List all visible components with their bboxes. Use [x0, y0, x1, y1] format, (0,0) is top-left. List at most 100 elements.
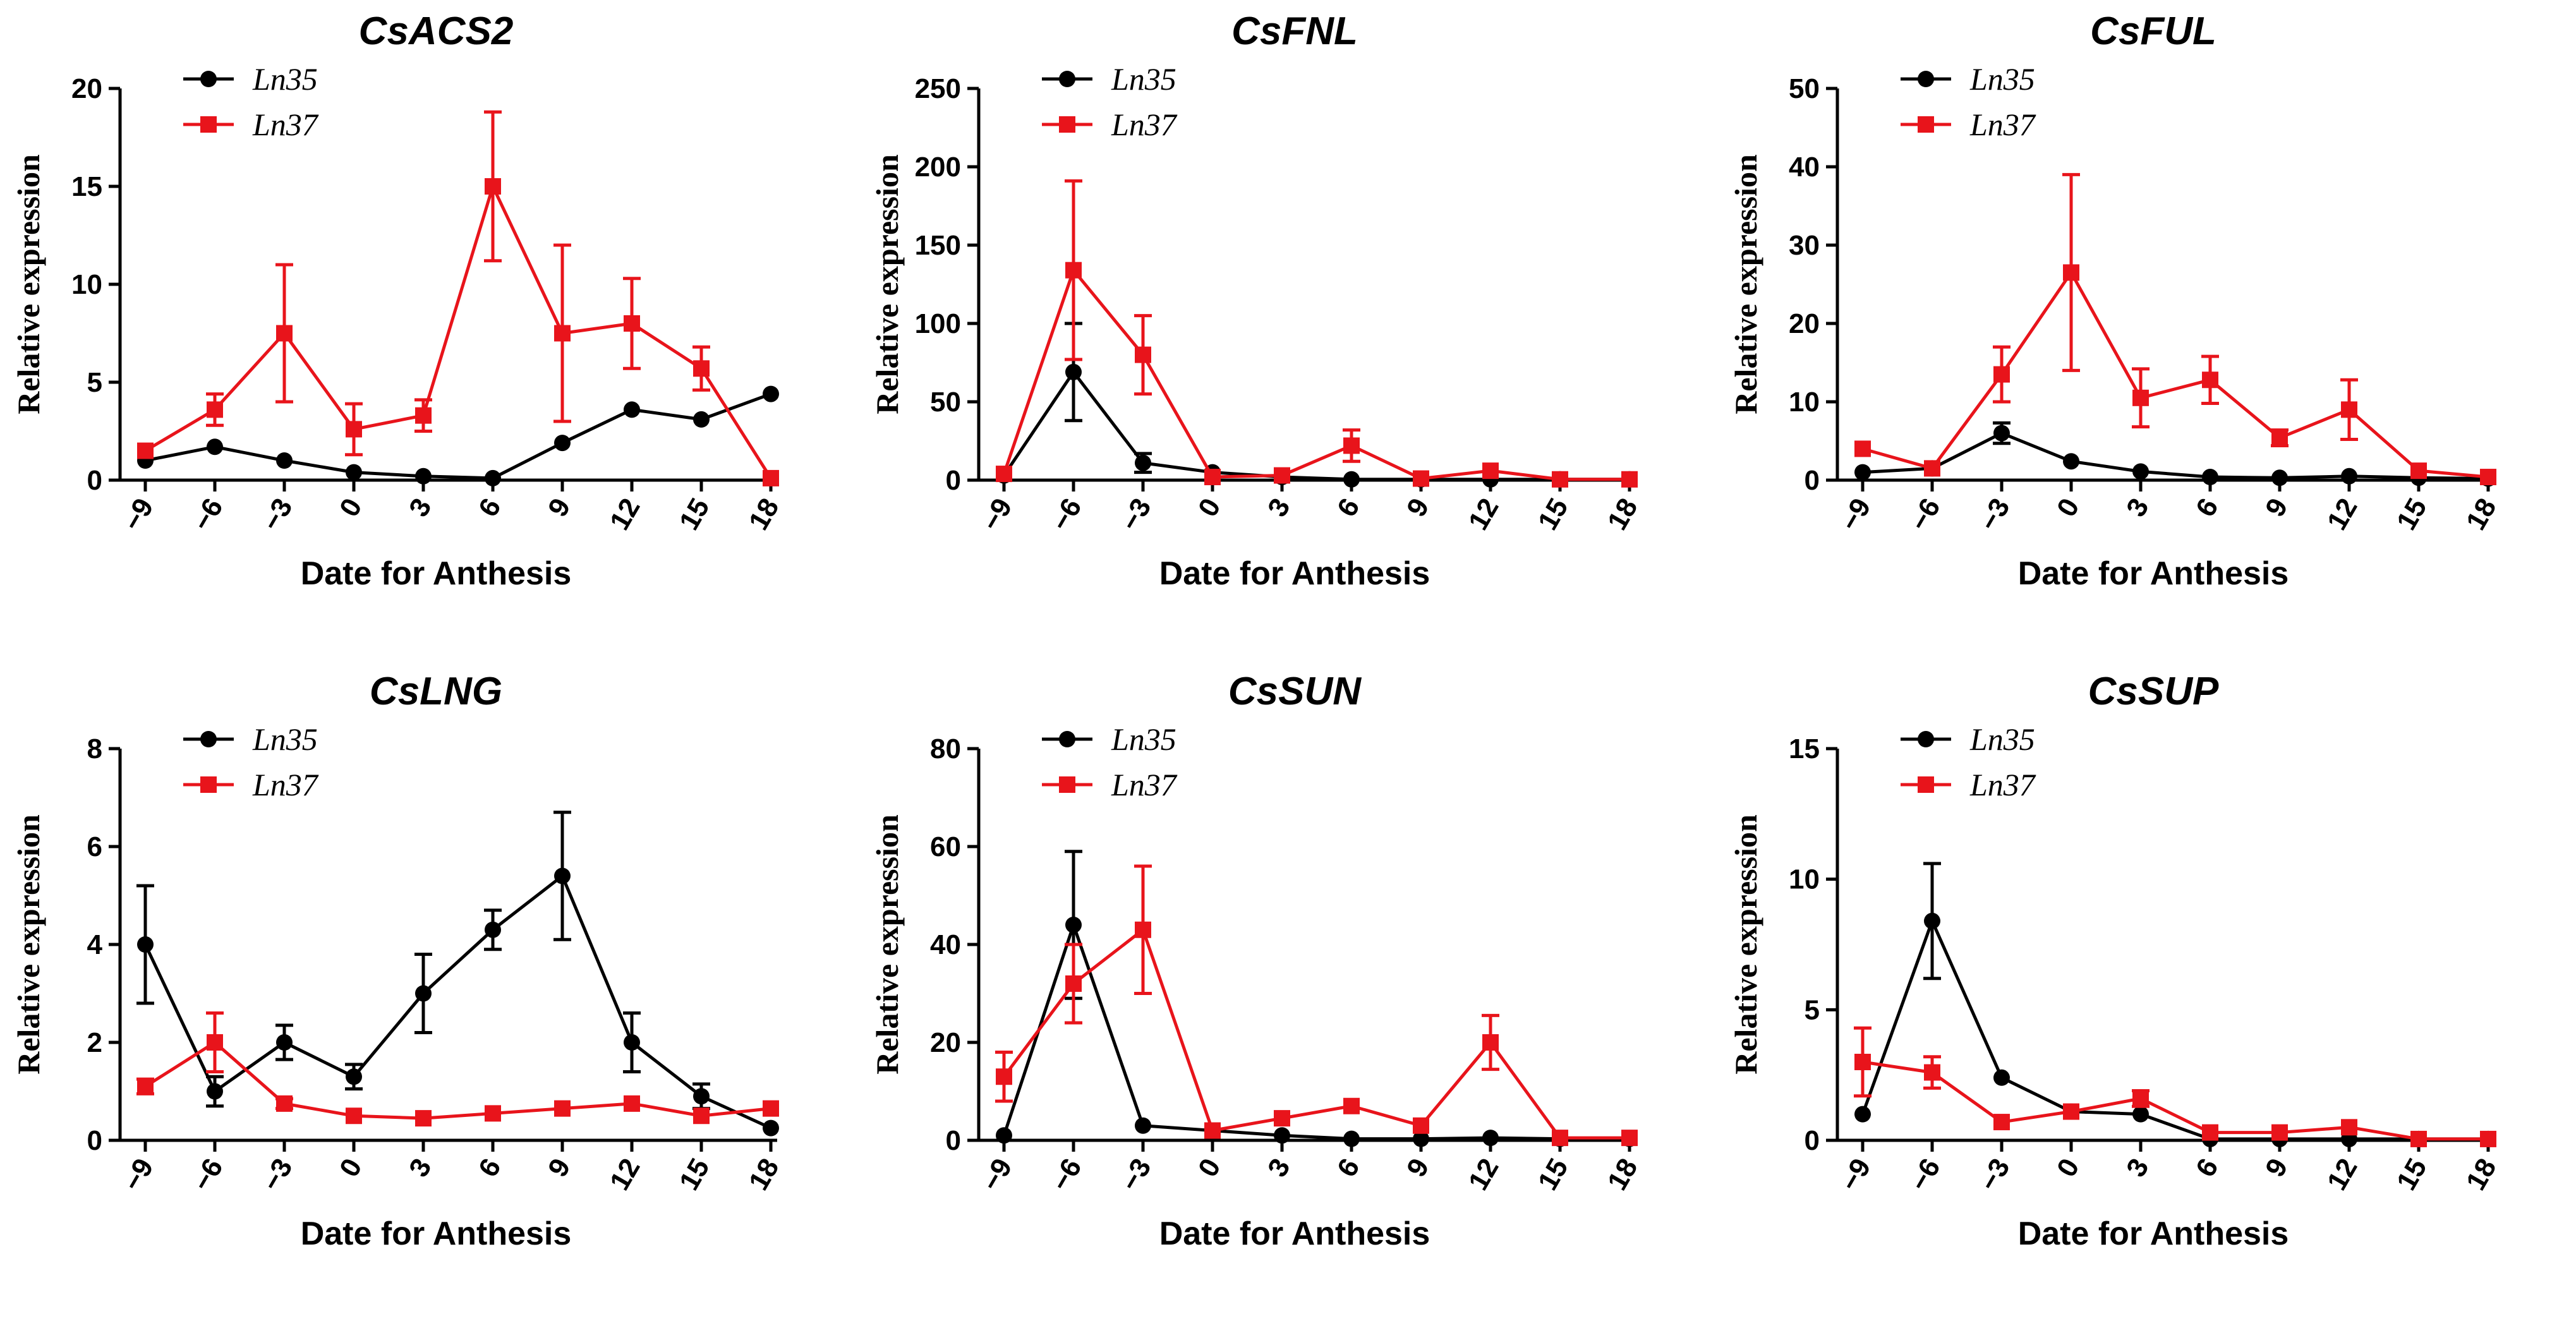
data-point: [1413, 470, 1429, 487]
legend-marker: [200, 731, 217, 747]
y-tick-label: 15: [1789, 733, 1820, 764]
data-point: [415, 407, 432, 424]
x-tick-label: −9: [976, 1154, 1019, 1197]
series-line: [143, 874, 772, 1130]
x-tick-label: 6: [473, 493, 507, 522]
x-tick-label: −6: [186, 1154, 229, 1197]
data-point: [1552, 471, 1568, 488]
legend-marker: [1059, 71, 1075, 87]
chart-svg: CsSUN Relative expression Date for Anthesi…: [869, 670, 1644, 1252]
y-tick-label: 0: [87, 465, 102, 496]
x-tick-label: −9: [1834, 1154, 1877, 1197]
data-point: [2132, 463, 2149, 480]
data-point: [137, 442, 154, 459]
chart-panel-CsFUL: CsFUL Relative expression Date for Anthesi…: [1717, 0, 2576, 660]
y-tick-label: 20: [930, 1027, 961, 1058]
data-point: [207, 401, 223, 418]
x-tick-label: 12: [604, 1154, 646, 1196]
data-point: [415, 985, 432, 1002]
x-tick-label: −3: [1115, 1154, 1158, 1197]
data-point: [1274, 1127, 1290, 1144]
data-point: [346, 1068, 362, 1085]
data-point: [346, 421, 362, 438]
x-tick-label: 15: [1532, 1154, 1575, 1196]
data-point: [2341, 1119, 2357, 1136]
data-point: [1204, 469, 1221, 486]
data-point: [2271, 1124, 2288, 1141]
series-line: [1862, 270, 2489, 479]
x-tick-label: 15: [2391, 1154, 2433, 1196]
x-axis-label: Date for Anthesis: [1159, 1215, 1430, 1252]
data-point: [2341, 401, 2357, 418]
y-tick-label: 2: [87, 1027, 102, 1058]
data-point: [1274, 1110, 1290, 1127]
x-tick-label: 9: [1401, 493, 1436, 522]
data-point: [763, 469, 779, 486]
x-tick-label: −6: [1045, 1154, 1088, 1197]
data-point: [2132, 1106, 2149, 1123]
data-point: [2202, 371, 2218, 389]
data-point: [415, 1110, 432, 1127]
y-tick-label: 10: [71, 269, 102, 300]
data-point: [137, 936, 154, 953]
chart-svg: CsFUL Relative expression Date for Anthesi…: [1728, 9, 2503, 592]
x-tick-label: −6: [186, 493, 229, 536]
legend-label: Ln35: [252, 61, 318, 97]
x-tick-label: −9: [117, 1154, 160, 1197]
x-tick-label: −3: [1115, 493, 1158, 536]
x-tick-label: −9: [976, 493, 1019, 536]
data-point: [1135, 454, 1151, 471]
series-Ln35: [136, 811, 779, 1137]
data-point: [346, 464, 362, 481]
data-point: [346, 1107, 362, 1125]
x-axis-label: Date for Anthesis: [301, 555, 572, 592]
y-tick-label: 0: [946, 1125, 961, 1156]
data-point: [276, 1095, 293, 1112]
series-line: [144, 184, 773, 480]
chart-title: CsSUP: [2088, 670, 2219, 713]
series-line: [1002, 928, 1630, 1140]
legend-marker: [1059, 116, 1075, 133]
legend-marker: [1918, 116, 1934, 133]
x-tick-label: 3: [2120, 493, 2155, 522]
y-tick-label: 5: [87, 367, 102, 398]
x-tick-label: 0: [1192, 1154, 1227, 1183]
data-point: [1482, 462, 1499, 480]
x-axis-label: Date for Anthesis: [2018, 1215, 2289, 1252]
data-point: [1924, 460, 1940, 477]
x-tick-label: 18: [2460, 493, 2503, 536]
series-line: [1002, 370, 1630, 481]
chart-title: CsSUN: [1228, 670, 1362, 713]
x-axis-label: Date for Anthesis: [301, 1215, 572, 1252]
series-line: [1861, 919, 2488, 1141]
data-point: [1482, 1034, 1499, 1051]
data-point: [2063, 264, 2079, 281]
series-Ln37: [137, 110, 779, 486]
legend-label: Ln37: [252, 107, 319, 142]
x-tick-label: 12: [2321, 1154, 2364, 1196]
y-tick-label: 10: [1789, 864, 1820, 895]
data-point: [1854, 1054, 1871, 1070]
legend-label: Ln35: [252, 721, 318, 757]
y-tick-label: 0: [946, 465, 961, 496]
x-tick-label: 15: [1532, 493, 1575, 536]
data-point: [1924, 1064, 1940, 1081]
legend-marker: [1059, 731, 1075, 747]
data-point: [1993, 366, 2010, 383]
legend-label: Ln37: [1969, 107, 2036, 142]
chart-title: CsACS2: [359, 9, 514, 53]
x-tick-label: 3: [2120, 1154, 2155, 1183]
x-tick-label: 6: [1331, 1154, 1366, 1183]
x-tick-label: 6: [473, 1154, 507, 1183]
data-point: [624, 315, 640, 332]
chart-svg: CsFNL Relative expression Date for Anthesi…: [869, 9, 1644, 592]
legend-marker: [200, 71, 217, 87]
x-tick-label: −6: [1904, 493, 1947, 536]
legend-marker: [1918, 71, 1934, 87]
x-tick-label: 0: [334, 493, 368, 522]
data-point: [2410, 462, 2427, 480]
chart-svg: CsACS2 Relative expression Date for Anthes…: [11, 9, 785, 592]
data-point: [693, 1107, 710, 1125]
y-tick-label: 250: [915, 73, 961, 104]
data-point: [1204, 1122, 1221, 1139]
